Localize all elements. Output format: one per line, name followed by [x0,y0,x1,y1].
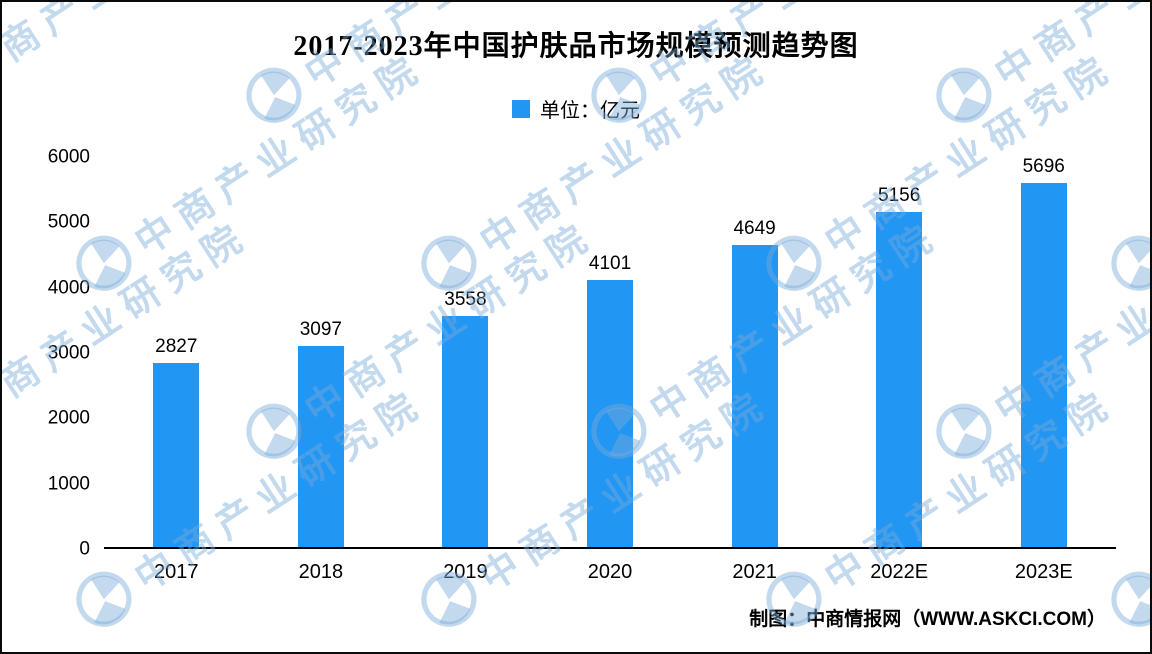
y-tick-label: 3000 [47,342,90,364]
bar-value-label: 5156 [878,184,921,206]
x-tick-label: 2018 [298,561,344,583]
bar-value-label: 4101 [588,253,632,275]
x-axis-spacer [32,549,104,584]
legend-swatch [512,99,530,118]
y-tick-label: 4000 [47,277,90,299]
bar-group: 3558 [393,157,538,547]
x-axis-labels: 2017 2018 2019 2020 2021 2022E 2023E [104,561,1116,584]
bar [731,244,778,547]
plot-area: 2827 3097 3558 4101 4649 5156 5696 [104,157,1116,549]
bar [442,315,489,547]
y-tick-label: 0 [79,538,90,560]
chart-title: 2017-2023年中国护肤品市场规模预测趋势图 [293,31,859,62]
bar-group: 4649 [682,157,827,547]
bar-value-label: 3558 [444,288,487,310]
bar [876,211,923,547]
x-tick-label: 2022E [870,561,929,583]
y-tick-label: 2000 [47,407,90,429]
bar [153,363,200,547]
legend: 单位：亿元 [2,94,1150,123]
bar-group: 5696 [971,157,1116,547]
x-tick-label: 2019 [443,561,488,583]
source-credit: 制图：中商情报网（WWW.ASKCI.COM） [749,609,1106,630]
x-tick-label: 2023E [1014,561,1073,583]
y-axis: 0 1000 2000 3000 4000 5000 6000 [32,148,104,559]
y-tick-label: 5000 [47,211,90,233]
x-tick-label: 2017 [154,561,199,583]
bar-value-label: 2827 [155,336,198,358]
bar-value-label: 4649 [733,217,776,239]
bar-value-label: 5696 [1022,156,1065,177]
bar-group: 5156 [827,157,972,547]
legend-label: 单位：亿元 [540,100,640,122]
x-tick-label: 2020 [587,561,633,583]
bar [587,280,634,547]
bars: 2827 3097 3558 4101 4649 5156 5696 [104,157,1116,547]
bar-group: 2827 [104,157,249,547]
bar-chart: 0 1000 2000 3000 4000 5000 6000 2827 3097 3558 41… [32,148,1116,584]
bar [297,345,344,547]
bar-value-label: 3097 [299,318,342,340]
x-tick-label: 2021 [732,561,777,583]
y-tick-label: 6000 [47,146,90,168]
bar-group: 4101 [538,157,683,547]
bar [1020,183,1067,547]
y-tick-label: 1000 [47,473,90,495]
bar-group: 3097 [249,157,394,547]
